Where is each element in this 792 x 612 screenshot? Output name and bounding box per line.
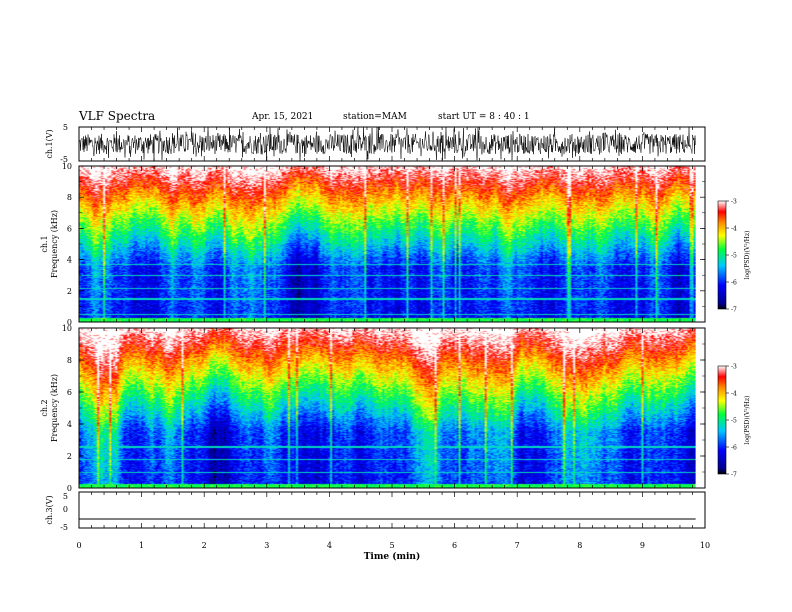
y-tick-label: 0 — [67, 484, 72, 493]
y-tick-label: 8 — [67, 193, 72, 202]
x-tick-label: 5 — [389, 541, 394, 550]
x-tick-label: 0 — [76, 541, 81, 550]
x-tick-label: 7 — [515, 541, 520, 550]
ch1-spectrogram-ylabel: Frequency (kHz) — [50, 210, 59, 278]
ch2-spectrogram-ylabel-top: ch.2 — [40, 399, 49, 416]
start-time-label: start UT = 8 : 40 : 1 — [438, 112, 530, 122]
ch1-spectrogram-image — [79, 166, 696, 322]
ch1-spectrogram-ylabel-top: ch.1 — [40, 235, 49, 252]
panel-ch1-waveform: 5 -5 ch.1(V) — [45, 123, 706, 164]
x-tick-label: 6 — [452, 541, 457, 550]
y-tick-label: 4 — [67, 256, 72, 265]
chart-title: VLF Spectra — [79, 109, 156, 123]
ch1-waveform-path — [78, 126, 696, 161]
y-tick-label: 6 — [67, 388, 72, 397]
ch2-spectrogram-ylabel: Frequency (kHz) — [50, 374, 59, 442]
x-tick-label: 8 — [577, 541, 582, 550]
x-tick-label: 3 — [264, 541, 269, 550]
ch3-waveform-ylabel: ch.3(V) — [45, 495, 54, 524]
time-axis-label: Time (min) — [364, 551, 421, 562]
colorbar-tick-label: -6 — [731, 280, 737, 287]
y-tick-label: 4 — [67, 420, 72, 429]
colorbar-tick-label: -7 — [731, 307, 737, 314]
ch1-ytick-top: 5 — [63, 123, 68, 132]
ch2-colorbar-label: log(PSD)(V²/Hz) — [744, 396, 751, 445]
date-label: Apr. 15, 2021 — [252, 112, 314, 122]
colorbar-tick-label: -5 — [731, 418, 737, 425]
colorbar-tick-label: -4 — [731, 391, 737, 398]
colorbar-tick-label: -7 — [731, 472, 737, 479]
x-tick-label: 9 — [640, 541, 645, 550]
y-tick-label: 10 — [62, 162, 72, 171]
ch1-ytick-bottom: -5 — [60, 155, 68, 164]
y-tick-label: 10 — [62, 324, 72, 333]
ch1-colorbar: -3 -4 -5 -6 -7 log(PSD)(V²/Hz) — [717, 199, 751, 314]
ch3-ytick-top: 5 — [63, 492, 68, 501]
ch3-ytick-mid: 0 — [63, 505, 68, 514]
ch3-ytick-bottom: -5 — [60, 523, 68, 532]
y-tick-label: 2 — [67, 452, 72, 461]
colorbar-tick-label: -3 — [731, 199, 737, 206]
colorbar-tick-label: -5 — [731, 253, 737, 260]
colorbar-tick-label: -6 — [731, 445, 737, 452]
station-label: station=MAM — [343, 112, 407, 122]
y-tick-label: 2 — [67, 287, 72, 296]
x-tick-label: 1 — [139, 541, 144, 550]
ch2-spectrogram-image — [79, 328, 696, 488]
y-tick-label: 6 — [67, 224, 72, 233]
ch1-waveform-ylabel: ch.1(V) — [45, 129, 54, 158]
x-tick-label: 10 — [700, 541, 710, 550]
x-tick-label: 4 — [327, 541, 332, 550]
panel-ch1-spectrogram: 0 2 4 6 8 10 ch.1 Frequency (kHz) — [40, 162, 706, 327]
x-tick-label: 2 — [202, 541, 207, 550]
colorbar-tick-label: -3 — [731, 364, 737, 371]
y-tick-label: 0 — [67, 318, 72, 327]
ch2-colorbar: -3 -4 -5 -6 -7 log(PSD)(V²/Hz) — [717, 364, 751, 479]
colorbar-tick-label: -4 — [731, 226, 737, 233]
panel-ch2-spectrogram: 0 2 4 6 8 10 ch.2 Frequency (kHz) — [40, 324, 706, 493]
ch1-waveform-trace — [78, 126, 696, 161]
panel-ch3-waveform: 5 0 -5 ch.3(V) 0 1 2 3 4 5 6 7 8 9 10 Time (min) — [45, 491, 710, 562]
y-tick-label: 8 — [67, 356, 72, 365]
ch1-colorbar-label: log(PSD)(V²/Hz) — [744, 231, 751, 280]
